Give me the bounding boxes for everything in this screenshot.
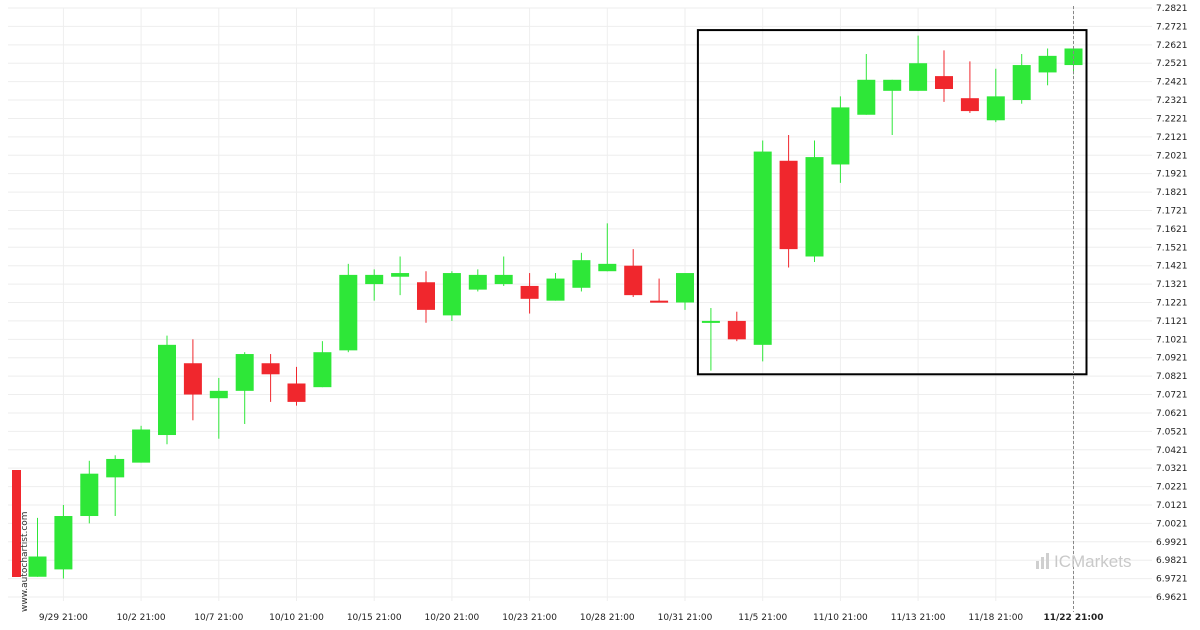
candle-body-up <box>28 556 47 577</box>
y-tick-label: 7.2621 <box>1156 41 1188 51</box>
y-tick-label: 7.2121 <box>1156 133 1188 143</box>
y-tick-label: 7.0421 <box>1156 446 1188 456</box>
candle-body-down <box>650 300 669 303</box>
pattern-box-layer <box>696 29 1088 376</box>
candle-body-up <box>365 274 384 285</box>
candle-body-up <box>909 63 928 91</box>
y-tick-label: 7.0521 <box>1156 427 1188 437</box>
y-tick-label: 7.1521 <box>1156 243 1188 253</box>
y-tick-label: 7.2221 <box>1156 114 1188 124</box>
y-tick-label: 7.0621 <box>1156 409 1188 419</box>
y-tick-label: 7.1221 <box>1156 299 1188 309</box>
x-tick-label: 11/18 21:00 <box>968 613 1023 623</box>
y-tick-label: 6.9821 <box>1156 556 1188 566</box>
x-tick-label: 10/10 21:00 <box>269 613 324 623</box>
candle-body-up <box>598 263 617 272</box>
x-tick-label: 11/13 21:00 <box>891 613 946 623</box>
y-axis-tick-labels: 7.2821 7.2721 7.2621 7.2521 7.2421 7.2321 7.22… <box>1156 4 1188 603</box>
candle-body-up <box>313 352 332 388</box>
y-tick-label: 6.9921 <box>1156 538 1188 548</box>
candle-body-up <box>857 79 876 115</box>
candle-body-up <box>209 390 228 399</box>
x-tick-label: 10/31 21:00 <box>658 613 713 623</box>
candle-body-up <box>805 157 824 257</box>
y-tick-label: 7.1121 <box>1156 317 1188 327</box>
candle-body-up <box>54 516 73 570</box>
candle-body-up <box>1012 65 1031 101</box>
x-tick-label: 10/2 21:00 <box>117 613 166 623</box>
candle-body-up <box>546 278 565 301</box>
y-tick-label: 7.2521 <box>1156 59 1188 69</box>
x-axis-tick-labels: 9/29 21:00 10/2 21:00 10/7 21:00 10/10 21:0… <box>39 613 1104 623</box>
candles-layer <box>28 35 1083 579</box>
y-tick-label: 7.0321 <box>1156 464 1188 474</box>
brand-bars-icon <box>1036 553 1051 574</box>
y-tick-label: 7.0121 <box>1156 501 1188 511</box>
candle-body-up <box>80 473 99 517</box>
candle-body-up <box>235 354 254 391</box>
candle-body-down <box>417 282 435 310</box>
y-tick-label: 7.2021 <box>1156 151 1188 161</box>
candle-body-up <box>986 96 1005 121</box>
y-tick-label: 7.0021 <box>1156 519 1188 529</box>
candle-body-up <box>494 274 513 285</box>
y-tick-label: 7.1421 <box>1156 262 1188 272</box>
y-tick-label: 7.0221 <box>1156 483 1188 493</box>
y-tick-label: 6.9621 <box>1156 593 1188 603</box>
source-watermark: www.autochartist.com <box>20 511 30 612</box>
y-tick-label: 7.1321 <box>1156 280 1188 290</box>
candle-body-down <box>960 98 979 112</box>
autochartist-tag <box>12 470 21 577</box>
candle-body-up <box>676 273 694 303</box>
candle-body-down <box>935 76 953 89</box>
candle-body-down <box>261 363 280 375</box>
candle-body-up <box>753 151 772 345</box>
y-tick-label: 7.2821 <box>1156 4 1188 14</box>
y-tick-label: 6.9721 <box>1156 575 1188 585</box>
brand-logo: ICMarkets <box>1036 552 1131 574</box>
y-tick-label: 7.1021 <box>1156 335 1188 345</box>
grid-lines <box>8 7 1152 601</box>
candle-body-up <box>158 344 176 436</box>
x-tick-label: 10/23 21:00 <box>502 613 557 623</box>
x-tick-label: 11/10 21:00 <box>813 613 868 623</box>
candle-body-up <box>572 260 591 288</box>
x-tick-label: 11/22 21:00 <box>1043 613 1103 623</box>
candle-body-up <box>831 107 850 165</box>
candle-body-down <box>520 285 539 299</box>
y-tick-label: 7.2321 <box>1156 96 1188 106</box>
pattern-box <box>696 29 1088 376</box>
y-tick-label: 7.1921 <box>1156 170 1188 180</box>
y-tick-label: 7.1721 <box>1156 206 1188 216</box>
candle-body-up <box>339 274 358 351</box>
candle-body-down <box>727 320 746 340</box>
x-tick-label: 9/29 21:00 <box>39 613 88 623</box>
candle-body-up <box>391 273 410 277</box>
y-tick-label: 7.2421 <box>1156 78 1188 88</box>
candle-body-up <box>701 320 720 323</box>
x-tick-label: 10/7 21:00 <box>194 613 243 623</box>
candle-body-down <box>287 383 306 402</box>
candle-body-up <box>106 458 125 478</box>
candle-body-up <box>442 273 461 316</box>
y-tick-label: 7.1621 <box>1156 225 1188 235</box>
candle-body-up <box>132 429 151 463</box>
y-tick-label: 7.0821 <box>1156 372 1188 382</box>
candle-body-up <box>883 79 902 91</box>
y-tick-label: 7.2721 <box>1156 22 1188 32</box>
y-tick-label: 7.1821 <box>1156 188 1188 198</box>
candle-body-down <box>779 160 798 250</box>
x-tick-label: 10/28 21:00 <box>580 613 635 623</box>
x-tick-label: 10/20 21:00 <box>425 613 480 623</box>
y-tick-label: 7.0721 <box>1156 391 1188 401</box>
y-tick-label: 7.0921 <box>1156 354 1188 364</box>
x-tick-label: 11/5 21:00 <box>738 613 787 623</box>
candle-body-down <box>624 265 643 296</box>
brand-name: ICMarkets <box>1054 552 1132 571</box>
candle-body-up <box>1038 55 1057 73</box>
x-tick-label: 10/15 21:00 <box>347 613 402 623</box>
candle-body-down <box>183 363 202 395</box>
candle-body-up <box>468 274 487 290</box>
